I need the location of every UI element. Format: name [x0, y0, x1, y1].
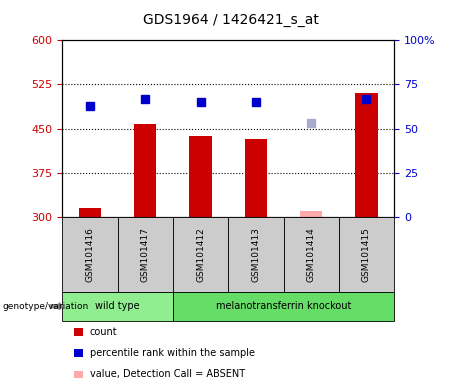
Text: melanotransferrin knockout: melanotransferrin knockout	[216, 301, 351, 311]
Text: GSM101415: GSM101415	[362, 227, 371, 282]
Text: GSM101413: GSM101413	[251, 227, 260, 282]
Bar	[355, 93, 378, 217]
Text: GDS1964 / 1426421_s_at: GDS1964 / 1426421_s_at	[142, 13, 319, 27]
Text: percentile rank within the sample: percentile rank within the sample	[90, 348, 255, 358]
Text: genotype/variation: genotype/variation	[2, 302, 89, 311]
Text: GSM101416: GSM101416	[85, 227, 95, 282]
Text: value, Detection Call = ABSENT: value, Detection Call = ABSENT	[90, 369, 245, 379]
Text: count: count	[90, 327, 118, 337]
Bar	[134, 124, 156, 217]
Bar	[300, 211, 322, 217]
Text: GSM101417: GSM101417	[141, 227, 150, 282]
Text: GSM101414: GSM101414	[307, 227, 316, 282]
Bar	[79, 208, 101, 217]
Bar	[245, 139, 267, 217]
Text: GSM101412: GSM101412	[196, 227, 205, 282]
Text: wild type: wild type	[95, 301, 140, 311]
Bar	[189, 136, 212, 217]
